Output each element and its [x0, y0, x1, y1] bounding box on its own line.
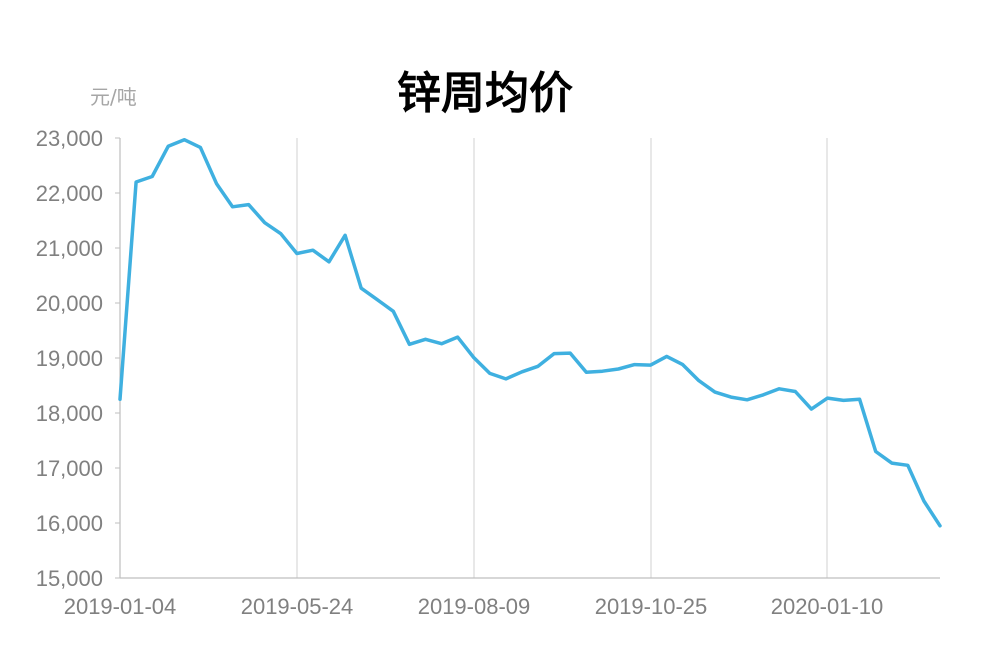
x-tick-label: 2020-01-10 [771, 594, 884, 619]
x-tick-label: 2019-08-09 [418, 594, 531, 619]
y-tick-label: 15,000 [36, 566, 103, 591]
y-tick-label: 16,000 [36, 511, 103, 536]
x-tick-label: 2019-05-24 [241, 594, 354, 619]
x-tick-label: 2019-01-04 [64, 594, 177, 619]
x-axis-tick-labels: 2019-01-04 2019-05-24 2019-08-09 2019-10-25… [64, 594, 884, 619]
y-tick-label: 18,000 [36, 401, 103, 426]
y-tick-label: 20,000 [36, 291, 103, 316]
y-axis-tick-labels: 15,000 16,000 17,000 18,000 19,000 20,000 21,0… [36, 126, 120, 591]
series-line-0 [118, 137, 942, 528]
vertical-gridlines [296, 138, 828, 578]
y-axis-unit-label: 元/吨 [90, 85, 137, 109]
chart-title: 锌周均价 [397, 68, 573, 119]
y-tick-label: 19,000 [36, 346, 103, 371]
y-tick-label: 17,000 [36, 456, 103, 481]
y-tick-label: 22,000 [36, 181, 103, 206]
price-series [118, 137, 942, 528]
y-tick-label: 23,000 [36, 126, 103, 151]
y-tick-label: 21,000 [36, 236, 103, 261]
x-tick-label: 2019-10-25 [595, 594, 708, 619]
